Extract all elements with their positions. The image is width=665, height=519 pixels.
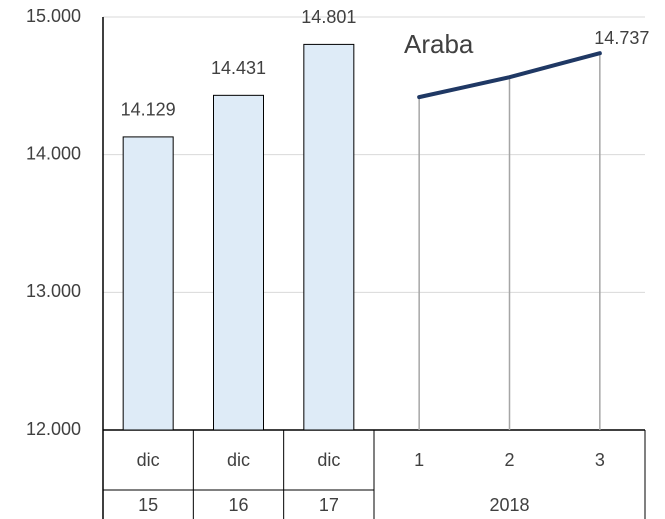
y-tick-label: 12.000 [26, 419, 81, 439]
line [417, 51, 602, 100]
y-tick-label: 14.000 [26, 143, 81, 163]
y-tick-label: 15.000 [26, 6, 81, 26]
x-tick-label: dic [227, 450, 250, 470]
group-label: 2018 [489, 495, 529, 515]
x-tick-label: dic [317, 450, 340, 470]
group-label: 17 [319, 495, 339, 515]
series-label: Araba [404, 29, 474, 59]
x-tick-label: dic [137, 450, 160, 470]
x-tick-label: 2 [504, 450, 514, 470]
data-label: 14.737 [594, 28, 649, 48]
bar [122, 136, 174, 431]
x-tick-label: 3 [595, 450, 605, 470]
x-tick-label: 1 [414, 450, 424, 470]
data-label: 14.801 [301, 7, 356, 27]
bar [213, 94, 264, 431]
data-label: 14.431 [211, 58, 266, 78]
group-label: 15 [138, 495, 158, 515]
group-label: 16 [228, 495, 248, 515]
data-label: 14.129 [121, 100, 176, 120]
bar [303, 43, 355, 431]
y-tick-label: 13.000 [26, 281, 81, 301]
